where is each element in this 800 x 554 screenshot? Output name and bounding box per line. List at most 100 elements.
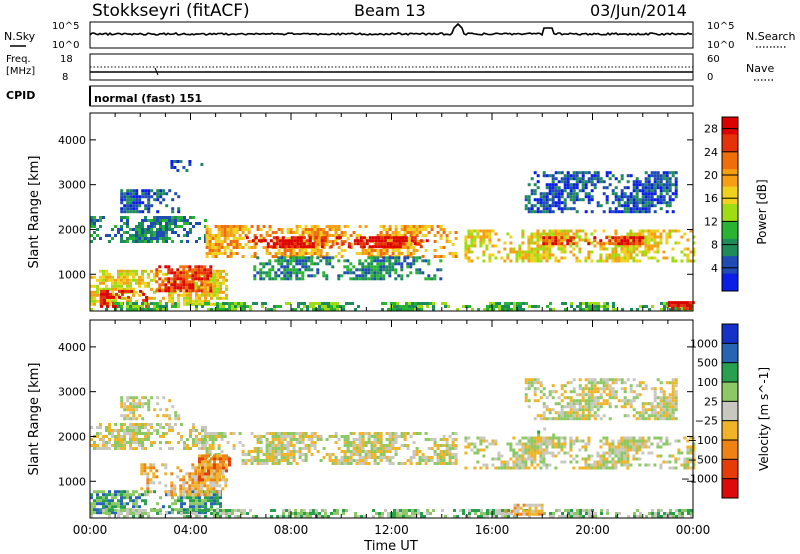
power-cell — [451, 252, 455, 255]
power-cell — [442, 255, 446, 258]
power-cell — [596, 241, 600, 245]
power-cell — [126, 272, 129, 276]
power-cell — [391, 234, 395, 237]
power-cell — [606, 305, 609, 308]
velocity-cell — [123, 502, 126, 506]
velocity-cell — [186, 447, 189, 450]
power-cell — [349, 268, 353, 272]
power-cell — [183, 302, 186, 306]
power-cell — [488, 235, 492, 239]
power-cell — [129, 305, 132, 308]
velocity-cell — [515, 463, 519, 467]
power-cell — [617, 201, 621, 205]
velocity-cell — [394, 450, 398, 453]
velocity-cell — [156, 502, 159, 506]
power-cell — [605, 236, 609, 240]
power-cell — [626, 253, 630, 257]
velocity-cell — [626, 448, 630, 452]
power-cell — [398, 245, 402, 249]
power-cell — [373, 271, 377, 275]
power-cell — [539, 232, 543, 236]
power-cell — [418, 231, 422, 234]
power-cell — [313, 249, 317, 252]
velocity-cell — [432, 509, 435, 512]
velocity-cell — [217, 447, 221, 450]
velocity-cell — [453, 509, 456, 512]
power-cell — [551, 239, 555, 243]
power-cell — [141, 192, 145, 196]
velocity-cell — [533, 436, 537, 440]
velocity-cell — [214, 438, 218, 441]
power-cell — [563, 204, 567, 208]
velocity-cell — [183, 447, 186, 450]
power-cell — [261, 305, 264, 308]
power-cell — [162, 219, 165, 222]
velocity-cell — [411, 512, 414, 515]
power-cell — [126, 216, 129, 219]
power-cell — [182, 271, 186, 275]
power-cell — [399, 308, 402, 311]
velocity-cell — [259, 447, 263, 450]
power-cell — [210, 296, 213, 300]
velocity-cell — [623, 445, 627, 449]
power-cell — [376, 271, 380, 275]
velocity-cell — [373, 462, 377, 465]
power-cell — [245, 236, 249, 240]
power-cell — [226, 255, 230, 258]
power-cell — [632, 256, 636, 260]
power-cell — [635, 183, 639, 187]
velocity-cell — [542, 439, 546, 443]
power-cell — [632, 250, 636, 254]
velocity-cell — [527, 436, 531, 440]
power-cell — [156, 216, 159, 219]
velocity-cell — [222, 512, 225, 515]
velocity-cell — [277, 438, 281, 441]
velocity-cell — [219, 515, 222, 518]
velocity-cell — [153, 441, 156, 444]
velocity-cell — [340, 462, 344, 465]
power-cell — [123, 204, 127, 208]
velocity-cell — [569, 454, 573, 458]
velocity-cell — [467, 442, 471, 446]
velocity-cell — [129, 499, 132, 503]
power-cell — [614, 207, 618, 211]
power-cell — [647, 192, 651, 196]
velocity-cell — [126, 490, 129, 494]
power-cell — [156, 305, 159, 308]
power-cell — [476, 232, 480, 236]
velocity-cell — [445, 444, 449, 447]
power-cell — [653, 174, 657, 178]
power-cell — [292, 259, 296, 263]
power-cell — [232, 234, 236, 237]
power-cell — [623, 239, 627, 243]
velocity-cell — [445, 441, 449, 444]
power-cell — [545, 204, 549, 208]
power-cell — [328, 225, 332, 228]
velocity-cell — [354, 512, 357, 515]
velocity-cell — [120, 426, 123, 429]
velocity-cell — [201, 475, 204, 479]
power-cell — [274, 252, 278, 255]
power-cell — [486, 308, 489, 311]
power-cell — [539, 195, 543, 199]
power-cell — [626, 195, 630, 199]
power-cell — [132, 198, 136, 202]
velocity-cell — [250, 459, 254, 462]
power-cell — [229, 231, 233, 234]
power-cell — [397, 249, 401, 252]
velocity-cell — [495, 512, 498, 515]
power-cell — [462, 305, 465, 308]
power-cell — [548, 236, 552, 240]
velocity-cell — [689, 460, 693, 464]
power-cell — [614, 250, 618, 254]
power-cell — [90, 225, 93, 228]
velocity-cell — [491, 439, 495, 443]
power-cell — [644, 210, 648, 214]
power-cell — [584, 235, 588, 239]
power-cell — [256, 271, 260, 275]
velocity-cell — [256, 459, 260, 462]
power-cell — [680, 250, 684, 254]
power-cell — [563, 235, 567, 239]
power-cell — [584, 192, 588, 196]
power-cell — [286, 268, 290, 272]
